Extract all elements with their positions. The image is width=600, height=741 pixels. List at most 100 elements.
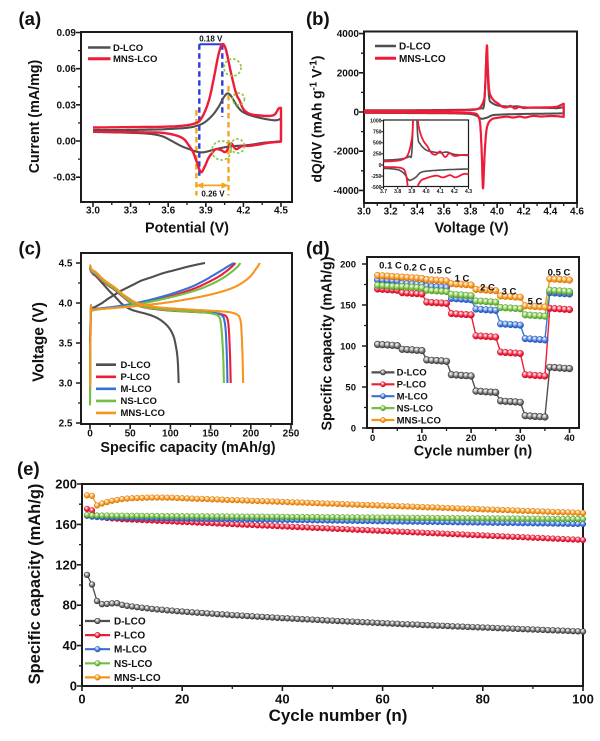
svg-text:4.0: 4.0 <box>59 299 73 310</box>
svg-text:1 C: 1 C <box>455 273 470 284</box>
svg-text:100: 100 <box>162 429 179 440</box>
svg-text:3 C: 3 C <box>502 286 517 297</box>
svg-text:Specific capacity (mAh/g): Specific capacity (mAh/g) <box>100 440 275 456</box>
svg-text:3.8: 3.8 <box>464 207 478 218</box>
svg-text:Cycle number (n): Cycle number (n) <box>269 706 408 725</box>
svg-text:0: 0 <box>78 692 85 707</box>
svg-text:0.00: 0.00 <box>57 137 77 148</box>
svg-text:MNS-LCO: MNS-LCO <box>114 673 161 684</box>
svg-text:4.0: 4.0 <box>490 207 504 218</box>
svg-text:3.6: 3.6 <box>437 207 451 218</box>
svg-text:2 C: 2 C <box>480 282 495 293</box>
svg-text:2.5: 2.5 <box>59 419 73 430</box>
svg-text:Specific capacity (mAh/g): Specific capacity (mAh/g) <box>26 484 44 685</box>
svg-text:4000: 4000 <box>337 29 360 40</box>
svg-text:1000: 1000 <box>370 119 381 125</box>
svg-text:-0.03: -0.03 <box>53 173 76 184</box>
svg-text:0: 0 <box>70 679 77 694</box>
svg-text:20: 20 <box>175 692 189 707</box>
svg-text:80: 80 <box>476 692 490 707</box>
svg-text:40: 40 <box>63 638 77 653</box>
svg-text:MNS-LCO: MNS-LCO <box>121 408 165 419</box>
svg-text:4.5: 4.5 <box>274 206 288 217</box>
svg-text:4.2: 4.2 <box>451 189 458 195</box>
svg-text:40: 40 <box>564 433 575 444</box>
svg-text:D-LCO: D-LCO <box>121 360 151 371</box>
svg-text:Cycle number (n): Cycle number (n) <box>414 444 533 460</box>
svg-text:3.5: 3.5 <box>59 339 73 350</box>
svg-text:0.03: 0.03 <box>57 100 77 111</box>
svg-text:Specific capacity (mAh/g): Specific capacity (mAh/g) <box>320 256 336 430</box>
svg-text:-500: -500 <box>371 185 381 191</box>
svg-text:0.2 C: 0.2 C <box>404 262 427 273</box>
svg-text:750: 750 <box>373 130 382 136</box>
svg-text:80: 80 <box>63 598 77 613</box>
svg-text:(a): (a) <box>19 8 42 29</box>
svg-text:-4000: -4000 <box>333 186 359 197</box>
svg-text:(c): (c) <box>19 237 42 258</box>
svg-text:(e): (e) <box>17 458 40 479</box>
svg-text:D-LCO: D-LCO <box>114 617 146 628</box>
svg-text:3.2: 3.2 <box>384 207 398 218</box>
svg-text:4.5: 4.5 <box>59 259 73 270</box>
svg-text:150: 150 <box>340 300 356 311</box>
svg-text:(b): (b) <box>306 8 330 29</box>
svg-text:0.18 V: 0.18 V <box>199 35 223 44</box>
svg-text:MNS-LCO: MNS-LCO <box>397 415 441 426</box>
svg-text:3.0: 3.0 <box>59 379 73 390</box>
svg-text:500: 500 <box>373 141 382 147</box>
svg-text:30: 30 <box>515 433 526 444</box>
svg-text:4.6: 4.6 <box>570 207 584 218</box>
svg-text:20: 20 <box>466 433 477 444</box>
svg-text:Voltage (V): Voltage (V) <box>434 221 508 237</box>
svg-text:NS-LCO: NS-LCO <box>121 396 157 407</box>
svg-text:4.2: 4.2 <box>236 206 250 217</box>
svg-text:-2000: -2000 <box>333 147 359 158</box>
svg-text:0: 0 <box>379 163 382 169</box>
svg-text:3.6: 3.6 <box>161 206 175 217</box>
svg-text:D-LCO: D-LCO <box>113 43 143 54</box>
svg-text:NS-LCO: NS-LCO <box>397 403 433 414</box>
svg-text:200: 200 <box>242 429 259 440</box>
svg-text:M-LCO: M-LCO <box>397 392 428 403</box>
svg-text:3.8: 3.8 <box>394 189 401 195</box>
svg-text:4.0: 4.0 <box>422 189 429 195</box>
svg-text:0.1 C: 0.1 C <box>379 260 402 271</box>
svg-text:100: 100 <box>340 341 356 352</box>
svg-text:M-LCO: M-LCO <box>114 645 147 656</box>
svg-text:50: 50 <box>345 382 356 393</box>
svg-text:150: 150 <box>202 429 219 440</box>
svg-text:160: 160 <box>55 517 77 532</box>
svg-text:0.26 V: 0.26 V <box>201 190 225 199</box>
svg-text:3.0: 3.0 <box>357 207 371 218</box>
svg-text:Current (mA/mg): Current (mA/mg) <box>27 59 43 173</box>
svg-text:0.5 C: 0.5 C <box>429 265 452 276</box>
svg-text:50: 50 <box>125 429 137 440</box>
svg-text:NS-LCO: NS-LCO <box>114 659 153 670</box>
svg-text:0: 0 <box>370 433 375 444</box>
svg-text:100: 100 <box>572 692 594 707</box>
svg-text:200: 200 <box>55 477 77 492</box>
svg-text:3.0: 3.0 <box>86 206 100 217</box>
svg-text:0.06: 0.06 <box>57 64 77 75</box>
svg-text:D-LCO: D-LCO <box>397 368 427 379</box>
svg-text:5 C: 5 C <box>528 296 543 307</box>
svg-text:4.1: 4.1 <box>437 189 444 195</box>
svg-text:120: 120 <box>55 557 77 572</box>
svg-text:P-LCO: P-LCO <box>121 372 151 383</box>
svg-text:3.9: 3.9 <box>408 189 415 195</box>
svg-text:3.4: 3.4 <box>410 207 424 218</box>
svg-text:0: 0 <box>351 423 356 434</box>
svg-text:4.4: 4.4 <box>543 207 557 218</box>
svg-text:2000: 2000 <box>337 68 360 79</box>
svg-text:(d): (d) <box>306 237 330 258</box>
svg-text:0.09: 0.09 <box>57 28 77 39</box>
svg-text:D-LCO: D-LCO <box>399 42 431 53</box>
svg-text:3.3: 3.3 <box>124 206 138 217</box>
svg-text:3.9: 3.9 <box>199 206 213 217</box>
svg-text:MNS-LCO: MNS-LCO <box>113 54 157 65</box>
svg-text:0: 0 <box>353 108 359 119</box>
svg-text:MNS-LCO: MNS-LCO <box>399 54 446 65</box>
svg-text:Potential (V): Potential (V) <box>145 221 229 237</box>
svg-text:10: 10 <box>417 433 428 444</box>
